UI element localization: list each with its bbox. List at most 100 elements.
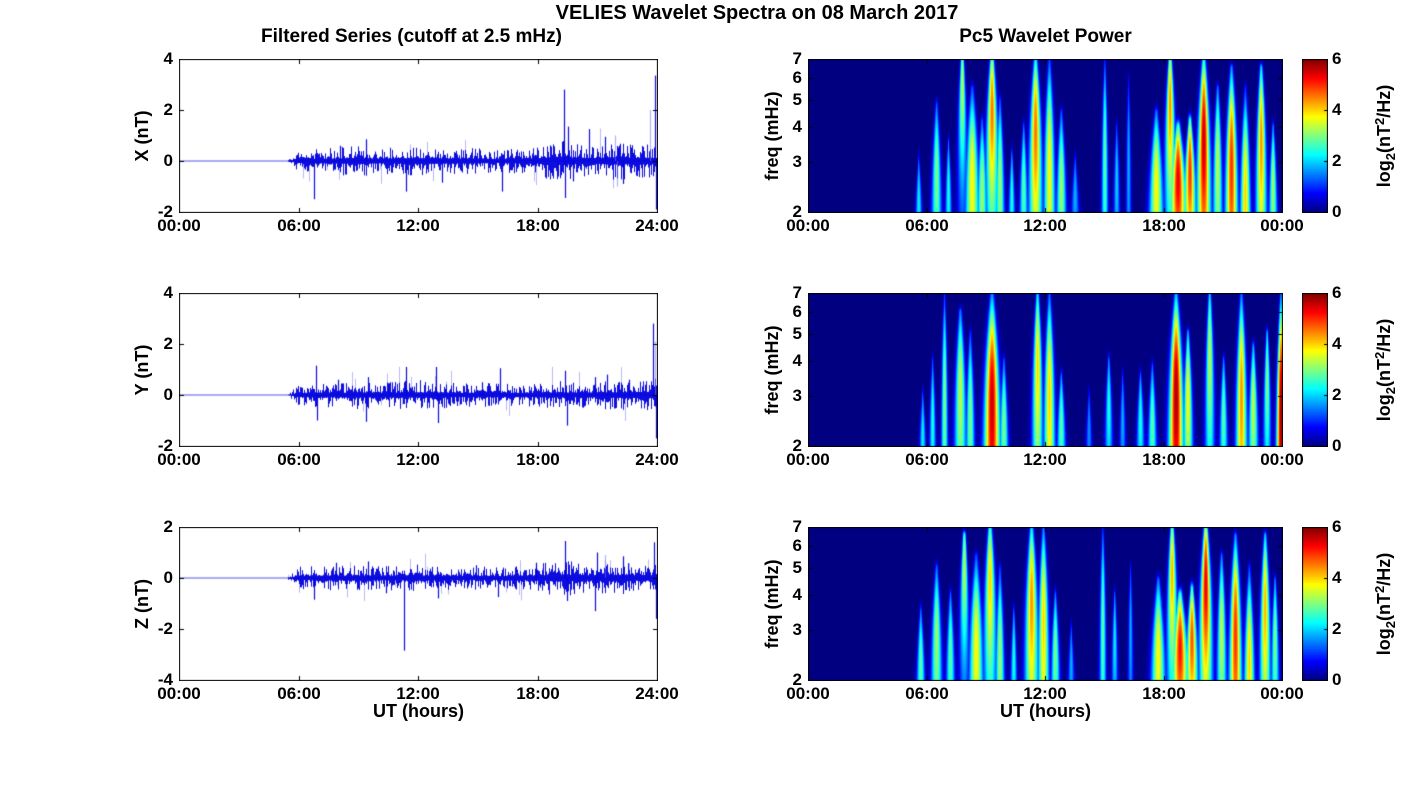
y-tick-label: 4 [163, 49, 173, 68]
colorbar-label-text: /Hz) [1374, 84, 1394, 118]
y-axis-label-z-nt: Z (nT) [132, 579, 152, 629]
y-tick-label: -2 [157, 436, 173, 455]
x-tick-label: 12:00 [1023, 216, 1067, 235]
colorbar-label-sup: 2 [1372, 117, 1387, 126]
x-tick-label: 00:00 [157, 450, 201, 469]
colorbar-1 [1302, 59, 1328, 213]
x-wavelet-power-spectrogram [808, 59, 1283, 213]
y-axis-label-y-nt: Y (nT) [132, 344, 152, 396]
x-tick-label: 00:00 [157, 216, 201, 235]
colorbar-tick-label: 0 [1332, 670, 1342, 689]
y-tick-label: 4 [163, 283, 173, 302]
y-tick-label: -4 [157, 670, 173, 689]
left-column-title: Filtered Series (cutoff at 2.5 mHz) [261, 26, 562, 47]
x-axis-label-left: UT (hours) [373, 701, 464, 721]
colorbar-tick-label: 6 [1332, 517, 1342, 536]
colorbar-label-text: /Hz) [1374, 318, 1394, 352]
colorbar-tick-label: 4 [1332, 334, 1342, 353]
colorbar-label-2: log2(nT2/Hz) [1369, 290, 1398, 450]
freq-tick-label: 5 [792, 324, 802, 343]
freq-tick-label: 7 [792, 283, 802, 302]
y-wavelet-power-spectrogram [808, 293, 1283, 447]
x-tick-label: 12:00 [396, 450, 440, 469]
y-tick-label: -2 [157, 619, 173, 638]
y-axis-label-x-nt: X (nT) [132, 110, 152, 162]
y-tick-label: 2 [163, 517, 173, 536]
y-tick-label: -2 [157, 202, 173, 221]
colorbar-label-text: (nT [1374, 593, 1394, 621]
colorbar-tick-label: 4 [1332, 568, 1342, 587]
x-tick-label: 00:00 [157, 684, 201, 703]
x-tick-label: 06:00 [277, 450, 321, 469]
colorbar-label-sub: 2 [1383, 387, 1398, 395]
colorbar-tick-label: 2 [1332, 619, 1342, 638]
colorbar-3 [1302, 527, 1328, 681]
colorbar-label-sub: 2 [1383, 621, 1398, 629]
colorbar-label-text: (nT [1374, 359, 1394, 387]
freq-tick-label: 6 [792, 68, 802, 87]
x-tick-label: 00:00 [1260, 450, 1304, 469]
colorbar-2 [1302, 293, 1328, 447]
freq-tick-label: 6 [792, 302, 802, 321]
colorbar-tick-label: 6 [1332, 283, 1342, 302]
y-tick-label: 0 [163, 151, 173, 170]
x-tick-label: 18:00 [516, 450, 560, 469]
x-tick-label: 24:00 [635, 450, 679, 469]
colorbar-label-text: log [1374, 394, 1394, 422]
freq-tick-label: 6 [792, 536, 802, 555]
x-tick-label: 06:00 [905, 216, 949, 235]
z-filtered-series-plot [179, 527, 658, 681]
colorbar-label-sup: 2 [1372, 351, 1387, 360]
x-tick-label: 18:00 [1142, 684, 1186, 703]
x-tick-label: 12:00 [396, 216, 440, 235]
x-tick-label: 18:00 [516, 684, 560, 703]
colorbar-tick-label: 0 [1332, 202, 1342, 221]
x-tick-label: 12:00 [396, 684, 440, 703]
colorbar-tick-label: 2 [1332, 151, 1342, 170]
colorbar-label-text: log [1374, 628, 1394, 656]
colorbar-label-3: log2(nT2/Hz) [1369, 524, 1398, 684]
x-tick-label: 24:00 [635, 216, 679, 235]
y-tick-label: 2 [163, 334, 173, 353]
x-tick-label: 06:00 [277, 216, 321, 235]
x-tick-label: 12:00 [1023, 450, 1067, 469]
freq-tick-label: 3 [792, 620, 802, 639]
freq-tick-label: 4 [792, 351, 802, 370]
figure-title: VELIES Wavelet Spectra on 08 March 2017 [555, 2, 959, 24]
colorbar-tick-label: 6 [1332, 49, 1342, 68]
freq-tick-label: 4 [792, 117, 802, 136]
x-tick-label: 00:00 [786, 216, 830, 235]
x-tick-label: 06:00 [277, 684, 321, 703]
colorbar-label-sup: 2 [1372, 585, 1387, 594]
x-tick-label: 18:00 [1142, 216, 1186, 235]
x-tick-label: 00:00 [1260, 684, 1304, 703]
freq-tick-label: 5 [792, 558, 802, 577]
x-tick-label: 18:00 [1142, 450, 1186, 469]
x-tick-label: 06:00 [905, 450, 949, 469]
y-tick-label: 0 [163, 568, 173, 587]
freq-tick-label: 5 [792, 90, 802, 109]
x-tick-label: 00:00 [1260, 216, 1304, 235]
colorbar-tick-label: 2 [1332, 385, 1342, 404]
x-tick-label: 00:00 [786, 450, 830, 469]
colorbar-label-text: log [1374, 160, 1394, 188]
x-filtered-series-plot [179, 59, 658, 213]
colorbar-label-sub: 2 [1383, 153, 1398, 161]
z-wavelet-power-spectrogram [808, 527, 1283, 681]
x-tick-label: 12:00 [1023, 684, 1067, 703]
freq-tick-label: 4 [792, 585, 802, 604]
y-tick-label: 0 [163, 385, 173, 404]
freq-tick-label: 3 [792, 386, 802, 405]
freq-tick-label: 2 [792, 670, 802, 689]
colorbar-label-1: log2(nT2/Hz) [1369, 56, 1398, 216]
x-tick-label: 06:00 [905, 684, 949, 703]
x-tick-label: 18:00 [516, 216, 560, 235]
colorbar-tick-label: 4 [1332, 100, 1342, 119]
x-axis-label-right: UT (hours) [1000, 701, 1091, 721]
freq-tick-label: 7 [792, 49, 802, 68]
freq-tick-label: 2 [792, 436, 802, 455]
x-tick-label: 24:00 [635, 684, 679, 703]
y-tick-label: 2 [163, 100, 173, 119]
right-column-title: Pc5 Wavelet Power [959, 26, 1132, 47]
